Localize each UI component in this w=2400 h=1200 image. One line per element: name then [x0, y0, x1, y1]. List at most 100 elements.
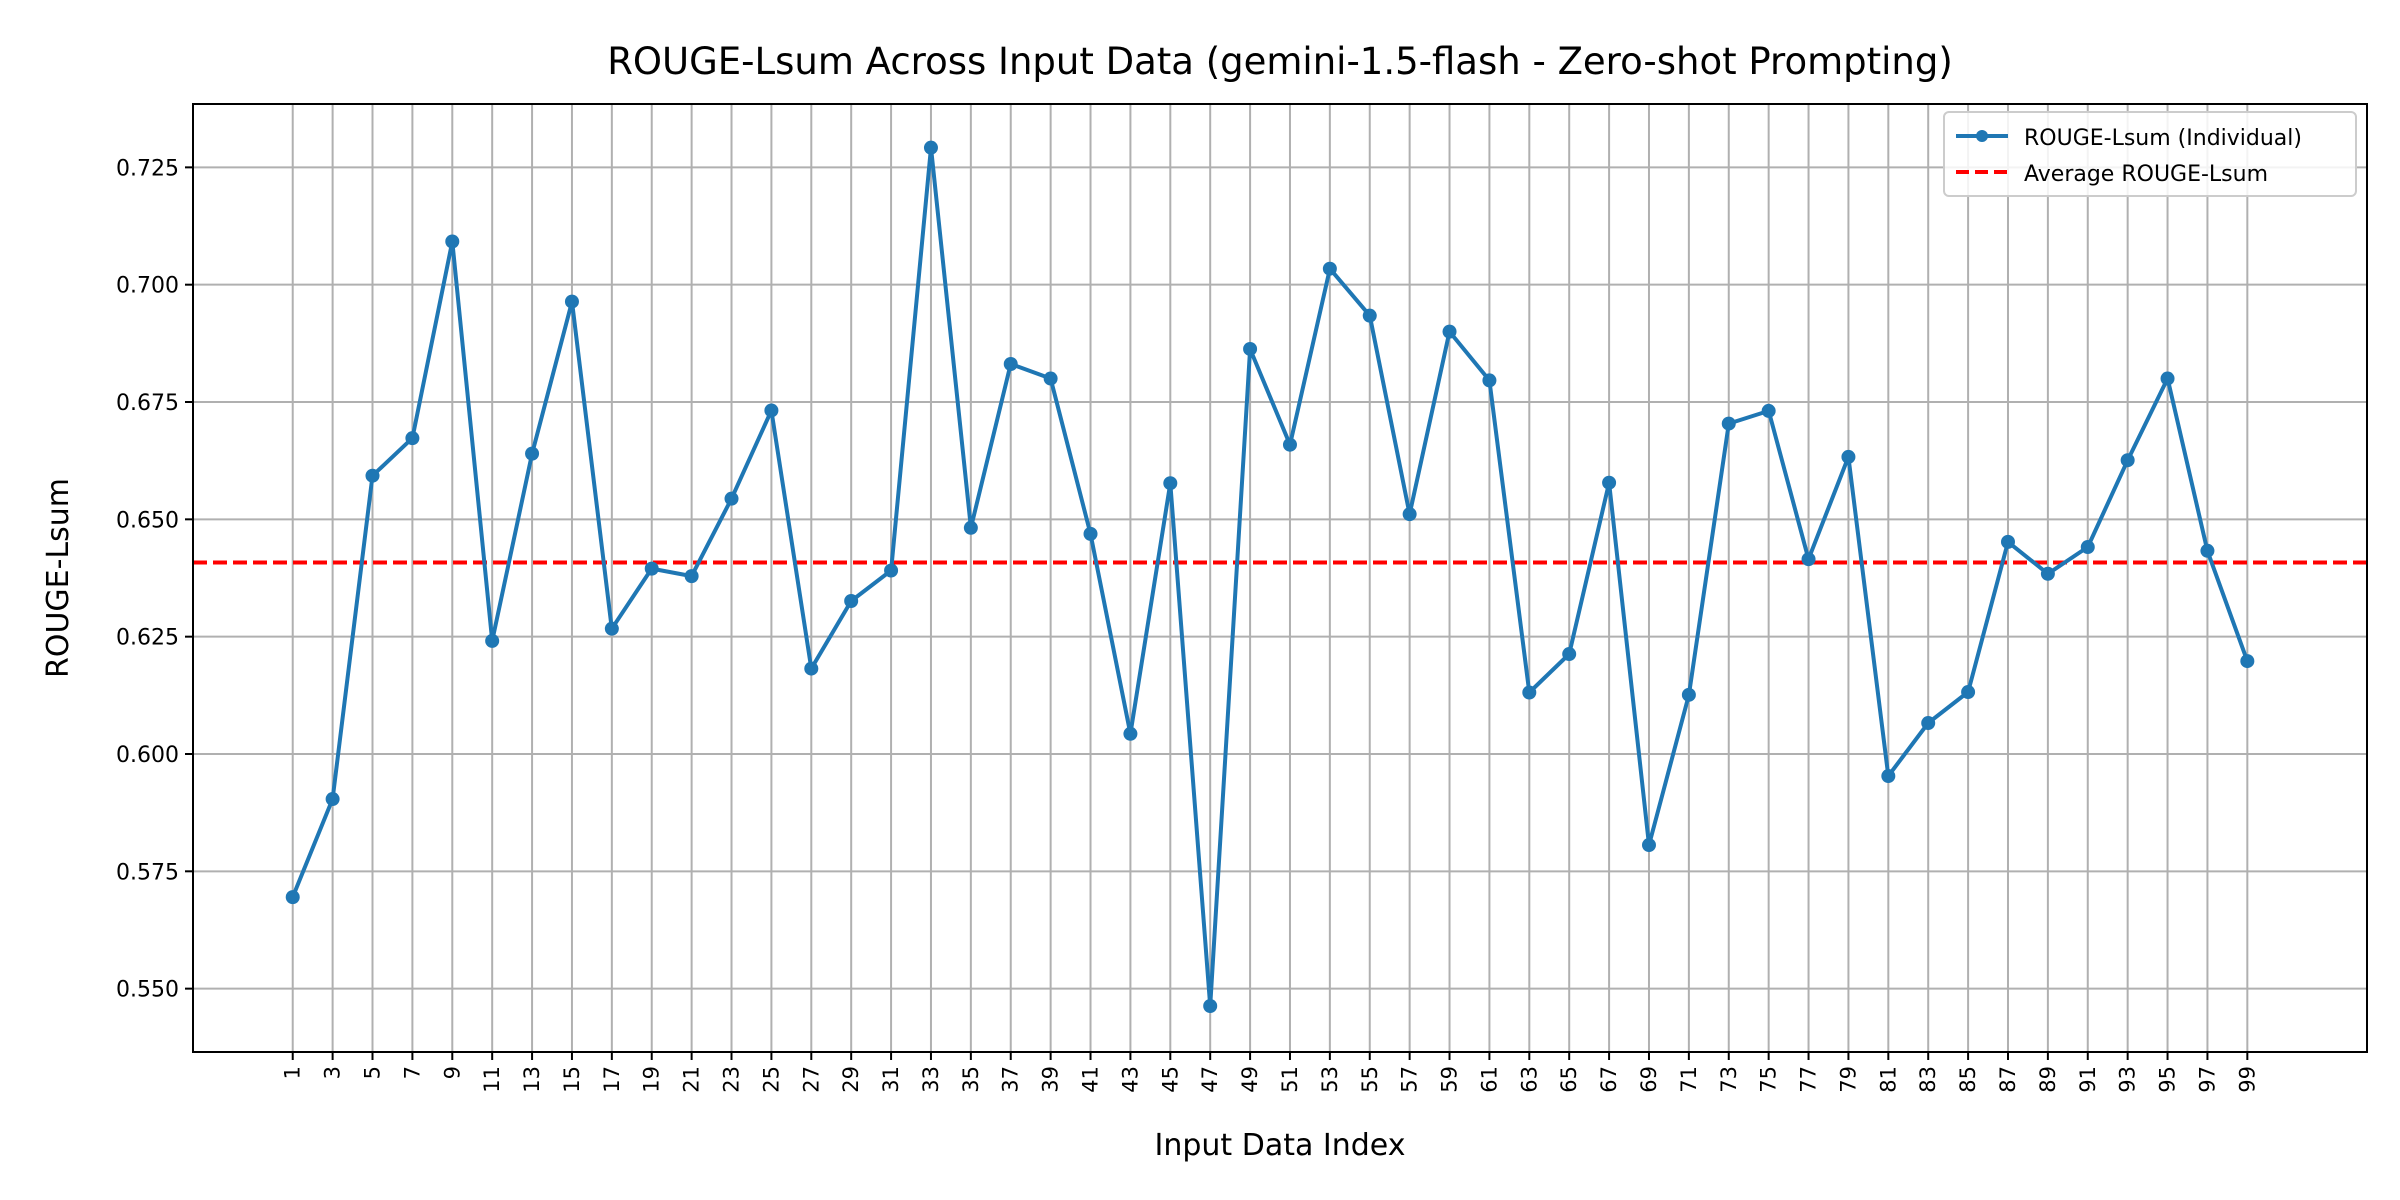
x-tick-label: 51 [1278, 1066, 1302, 1093]
grid-lines [193, 104, 2367, 1052]
x-tick-label: 5 [361, 1066, 385, 1079]
x-tick-label: 41 [1079, 1066, 1103, 1093]
data-point [1083, 526, 1098, 541]
data-point [1522, 685, 1537, 700]
x-axis-ticks: 1 3 5 7 9 11 13 15 17 19 21 23 25 27 29 31 33 35 37 39 41 43 4… [281, 1052, 2259, 1093]
x-tick-label: 23 [720, 1066, 744, 1093]
x-tick-label: 49 [1238, 1066, 1262, 1093]
x-tick-label: 45 [1158, 1066, 1182, 1093]
data-point [963, 520, 978, 535]
data-point [1322, 261, 1337, 276]
data-point [604, 621, 619, 636]
x-tick-label: 29 [839, 1066, 863, 1093]
x-tick-label: 57 [1398, 1066, 1422, 1093]
data-point [1761, 403, 1776, 418]
data-point [1243, 341, 1258, 356]
x-tick-label: 93 [2116, 1066, 2140, 1093]
y-axis-ticks: 0.550 0.575 0.600 0.625 0.650 0.675 0.700 0.725 [116, 156, 193, 1003]
data-point [1003, 356, 1018, 371]
x-tick-label: 17 [600, 1066, 624, 1093]
x-tick-label: 21 [680, 1066, 704, 1093]
legend-box [1943, 111, 2357, 197]
data-point [1961, 685, 1976, 700]
data-point [1043, 371, 1058, 386]
data-point [884, 563, 899, 578]
data-point [405, 431, 420, 446]
data-point [485, 633, 500, 648]
y-tick-label: 0.700 [116, 274, 179, 299]
y-axis-label: ROUGE-Lsum [41, 478, 76, 678]
data-point [1562, 647, 1577, 662]
data-point [2120, 453, 2135, 468]
x-tick-label: 97 [2195, 1066, 2219, 1093]
x-tick-label: 65 [1557, 1066, 1581, 1093]
data-point [285, 890, 300, 905]
x-tick-label: 33 [919, 1066, 943, 1093]
data-point [2040, 566, 2055, 581]
x-tick-label: 63 [1517, 1066, 1541, 1093]
x-tick-label: 37 [999, 1066, 1023, 1093]
data-point [2200, 543, 2215, 558]
data-point [2240, 654, 2255, 669]
y-tick-label: 0.725 [116, 156, 179, 181]
x-tick-label: 1 [281, 1066, 305, 1079]
data-point [1841, 449, 1856, 464]
data-point [1602, 475, 1617, 490]
x-tick-label: 85 [1956, 1066, 1980, 1093]
y-tick-label: 0.675 [116, 391, 179, 416]
legend-average-label: Average ROUGE-Lsum [2024, 162, 2268, 187]
x-axis-label: Input Data Index [1155, 1128, 1406, 1163]
x-tick-label: 79 [1836, 1066, 1860, 1093]
data-point [365, 468, 380, 483]
data-point [644, 561, 659, 576]
y-tick-label: 0.550 [116, 978, 179, 1003]
x-tick-label: 99 [2235, 1066, 2259, 1093]
data-point [1402, 507, 1417, 522]
x-tick-label: 83 [1916, 1066, 1940, 1093]
y-tick-label: 0.600 [116, 743, 179, 768]
data-point [804, 661, 819, 676]
x-tick-label: 91 [2076, 1066, 2100, 1093]
x-tick-label: 87 [1996, 1066, 2020, 1093]
data-point [1362, 308, 1377, 323]
data-point [923, 140, 938, 155]
x-tick-label: 69 [1637, 1066, 1661, 1093]
x-tick-label: 71 [1677, 1066, 1701, 1093]
data-point [844, 593, 859, 608]
x-tick-label: 7 [400, 1066, 424, 1079]
y-tick-label: 0.650 [116, 508, 179, 533]
x-tick-label: 31 [879, 1066, 903, 1093]
data-point [2160, 371, 2175, 386]
data-point [445, 234, 460, 249]
x-tick-label: 35 [959, 1066, 983, 1093]
data-point [1801, 552, 1816, 567]
chart-title: ROUGE-Lsum Across Input Data (gemini-1.5… [607, 40, 1953, 83]
x-tick-label: 73 [1717, 1066, 1741, 1093]
x-tick-label: 55 [1358, 1066, 1382, 1093]
x-tick-label: 9 [440, 1066, 464, 1079]
data-point [1482, 373, 1497, 388]
x-tick-label: 3 [321, 1066, 345, 1079]
data-point [1881, 769, 1896, 784]
data-point [1721, 416, 1736, 431]
data-point [2080, 540, 2095, 555]
x-tick-label: 11 [480, 1066, 504, 1093]
data-point [1681, 687, 1696, 702]
x-tick-label: 75 [1757, 1066, 1781, 1093]
data-point [1641, 838, 1656, 853]
y-tick-label: 0.625 [116, 626, 179, 651]
x-tick-label: 53 [1318, 1066, 1342, 1093]
series-line [290, 145, 2250, 1008]
x-tick-label: 59 [1438, 1066, 1462, 1093]
legend: ROUGE-Lsum (Individual) Average ROUGE-Ls… [1943, 111, 2357, 197]
x-tick-label: 27 [799, 1066, 823, 1093]
x-tick-label: 89 [2036, 1066, 2060, 1093]
data-point [724, 491, 739, 506]
series-group [285, 140, 2255, 1014]
x-tick-label: 61 [1477, 1066, 1501, 1093]
data-point [325, 792, 340, 807]
legend-series-marker [1976, 130, 1988, 142]
data-point [764, 403, 779, 418]
data-point [525, 446, 540, 461]
